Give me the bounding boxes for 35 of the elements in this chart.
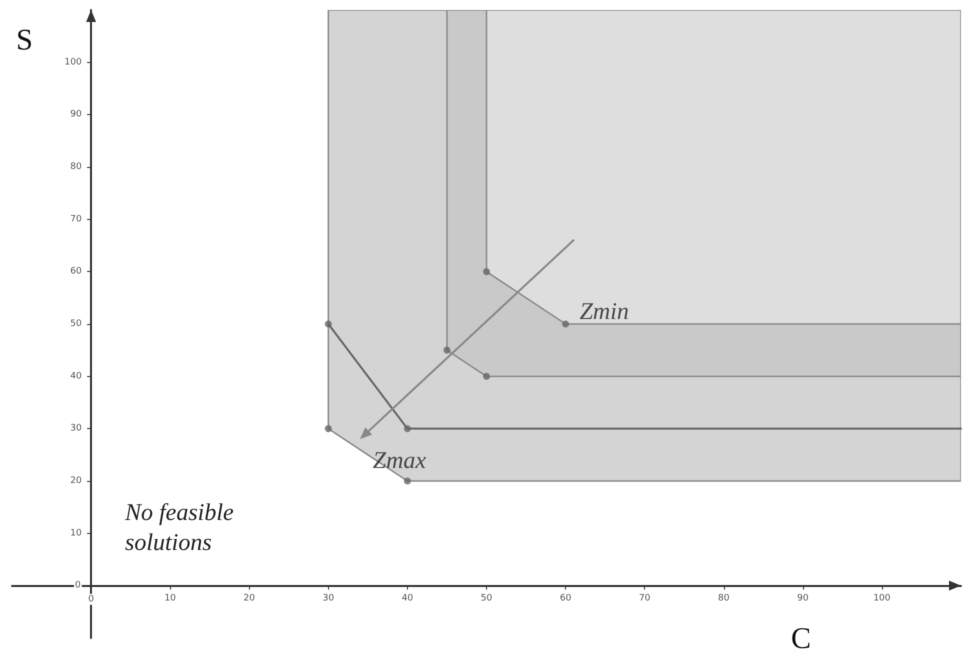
y-tick-label: 60 [70,266,82,277]
point [324,320,332,328]
x-tick-label: 100 [873,593,891,604]
point [443,346,450,354]
x-tick-label: 60 [560,593,572,604]
x-tick-label: 90 [797,593,809,604]
point [483,268,490,276]
x-tick-label: 20 [244,593,256,604]
y-tick-label: 0 [75,580,81,591]
y-tick-label: 70 [70,214,82,224]
x-tick-label: 50 [480,593,492,604]
x-tick-label: 40 [402,593,414,604]
annotation: No feasible solutions [124,500,240,556]
y-tick-label: 100 [64,57,82,68]
y-tick-label: 10 [70,528,82,538]
y-axis-title: S [16,24,33,56]
x-tick-label: 30 [322,593,334,604]
point [562,320,570,328]
x-tick-label: 0 [88,594,94,604]
point [324,425,332,432]
point [404,425,411,432]
y-tick-label: 20 [70,476,82,486]
point [483,372,490,380]
x-tick-label: 10 [164,593,176,604]
y-tick-label: 90 [70,110,82,120]
y-tick-label: 30 [70,424,82,434]
x-axis-title: C [791,622,812,655]
point [404,478,411,484]
annotation: Zmin [580,299,629,325]
x-tick-label: 80 [718,593,730,604]
x-tick-label: 70 [638,593,651,604]
annotation: Zmax [372,448,426,474]
y-tick-label: 80 [70,162,82,172]
y-tick-label: 50 [70,319,82,329]
y-tick-label: 40 [70,371,82,382]
